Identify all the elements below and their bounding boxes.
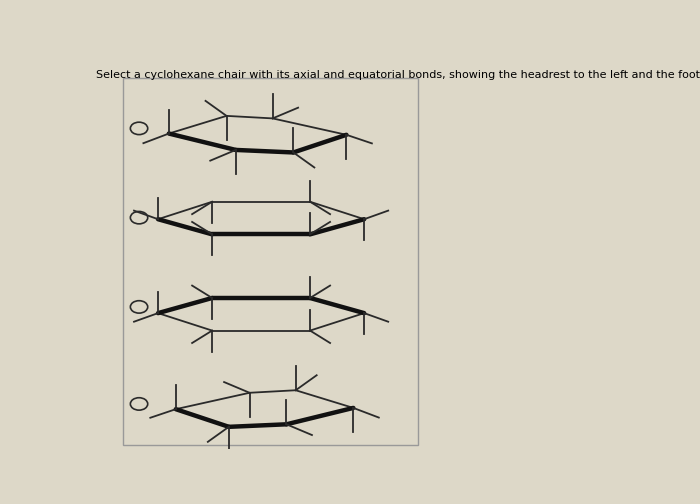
FancyBboxPatch shape xyxy=(122,78,419,445)
Text: Select a cyclohexane chair with its axial and equatorial bonds, showing the head: Select a cyclohexane chair with its axia… xyxy=(96,70,700,80)
